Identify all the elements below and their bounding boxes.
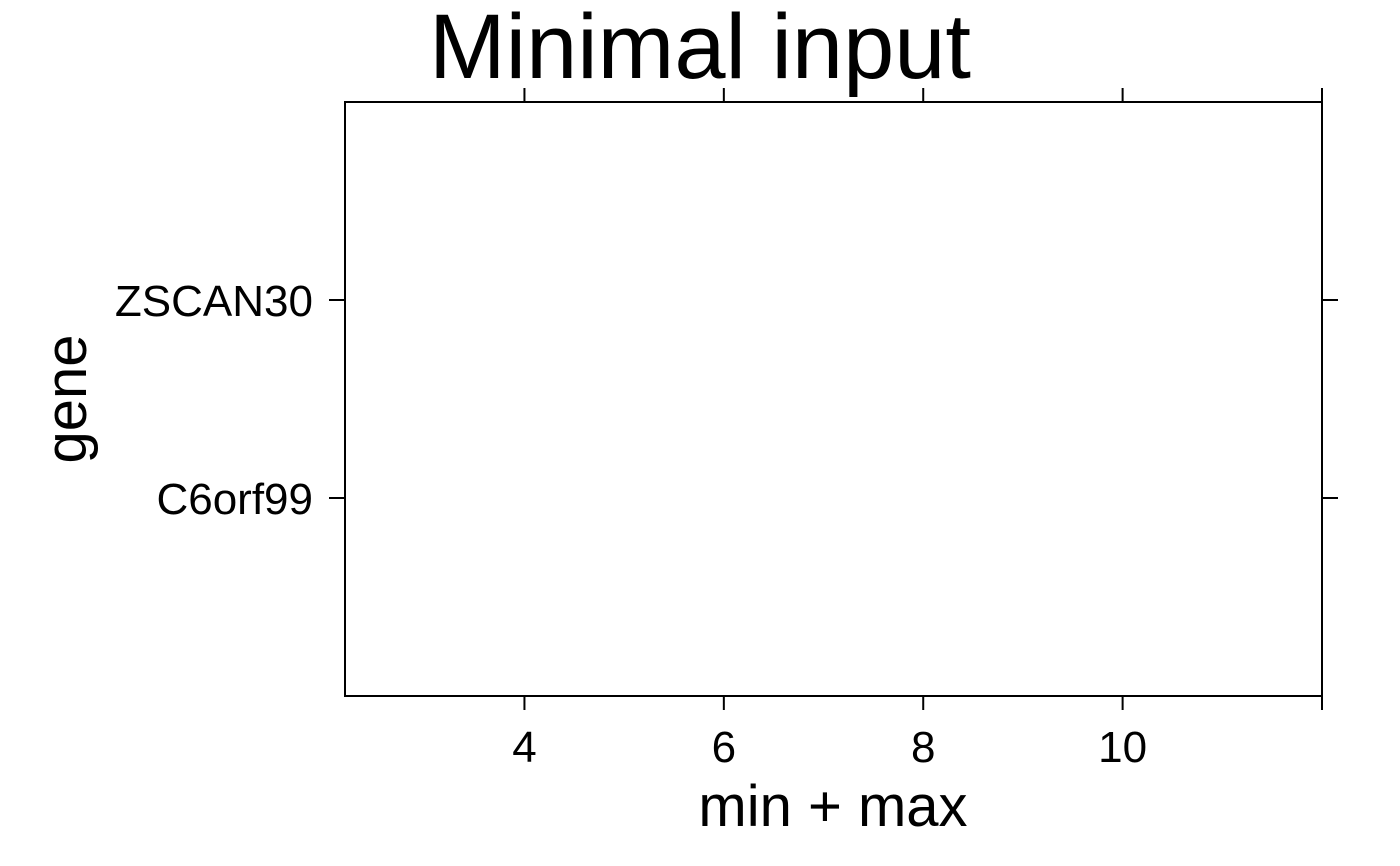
x-tick-label: 6 [712,723,736,772]
chart-title: Minimal input [429,0,971,98]
x-tick-label: 4 [512,723,536,772]
x-axis-label: min + max [698,774,967,839]
plot-frame [344,101,1323,697]
x-tick-label: 8 [911,723,935,772]
y-axis: C6orf99 ZSCAN30 [115,277,1338,524]
x-tick-label: 10 [1098,723,1147,772]
x-axis: 4 6 8 10 [512,88,1323,772]
y-tick-label: C6orf99 [156,475,313,524]
y-tick-label: ZSCAN30 [115,277,313,326]
y-axis-label: gene [34,334,99,463]
